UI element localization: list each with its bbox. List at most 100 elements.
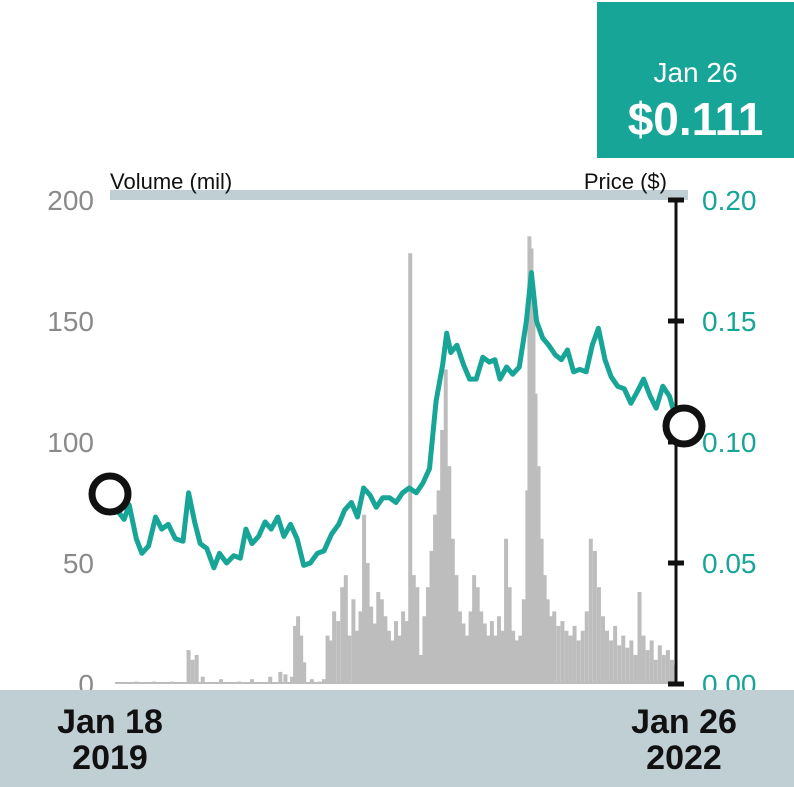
volume-bar	[564, 630, 569, 684]
volume-bar	[633, 654, 638, 684]
end-date-label: Jan 26 2022	[620, 704, 748, 776]
volume-bar	[332, 611, 337, 684]
end-marker	[662, 404, 706, 448]
volume-bar	[580, 630, 585, 684]
volume-bar	[533, 393, 538, 684]
volume-bar	[609, 640, 614, 684]
volume-bar	[479, 611, 484, 684]
volume-bar	[429, 550, 434, 684]
volume-bar	[545, 599, 550, 684]
volume-bar	[661, 654, 666, 684]
volume-bar	[219, 679, 224, 684]
volume-bar	[496, 616, 501, 684]
volume-bar	[383, 616, 388, 684]
volume-bar	[665, 650, 670, 684]
right-tick-labels: 0.200.150.100.050.00	[702, 185, 757, 700]
volume-bar	[290, 676, 295, 684]
volume-bar	[186, 650, 191, 684]
volume-bar	[397, 635, 402, 684]
volume-bar	[486, 635, 491, 684]
price-line	[112, 270, 678, 571]
volume-bar	[482, 623, 487, 684]
volume-bar	[576, 640, 581, 684]
volume-bar	[447, 466, 452, 684]
volume-bar	[621, 635, 626, 684]
volume-bar	[194, 654, 199, 684]
volume-bar	[190, 659, 195, 684]
volume-bar	[657, 645, 662, 684]
volume-bar	[450, 538, 455, 684]
volume-bar	[568, 635, 573, 684]
volume-bar	[572, 625, 577, 684]
volume-bar	[386, 630, 391, 684]
volume-bar	[317, 681, 322, 684]
volume-bar	[343, 575, 348, 684]
volume-bar	[440, 429, 445, 684]
volume-bar	[531, 296, 536, 684]
volume-bar	[347, 635, 352, 684]
left-tick-label: 150	[47, 306, 94, 337]
volume-bar	[605, 630, 610, 684]
volume-bar	[309, 679, 314, 684]
volume-bar	[394, 621, 399, 684]
volume-bar	[617, 645, 622, 684]
volume-bar	[493, 635, 498, 684]
volume-bar	[629, 640, 634, 684]
volume-bar	[362, 514, 367, 684]
volume-bar	[527, 236, 532, 685]
start-marker	[88, 472, 132, 516]
volume-bar	[283, 674, 288, 684]
volume-bar	[200, 676, 205, 684]
volume-bar	[556, 625, 561, 684]
volume-bar	[422, 616, 427, 684]
volume-series	[115, 236, 677, 685]
volume-bar	[152, 681, 157, 684]
volume-bar	[169, 681, 174, 684]
right-tick-label: 0.10	[702, 427, 757, 458]
volume-bar	[418, 654, 423, 684]
volume-bar	[369, 606, 374, 684]
volume-bar	[465, 635, 470, 684]
volume-bar	[376, 592, 381, 684]
volume-bar	[351, 599, 356, 684]
volume-bar	[468, 611, 473, 684]
volume-bar	[613, 625, 618, 684]
volume-bar	[268, 676, 273, 684]
volume-bar	[645, 650, 650, 684]
end-day: Jan 26	[631, 703, 737, 741]
volume-bar	[425, 587, 430, 684]
volume-bar	[411, 575, 416, 684]
volume-bar	[649, 640, 654, 684]
volume-bar	[536, 466, 541, 684]
volume-bar	[529, 248, 534, 684]
volume-bar	[379, 599, 384, 684]
left-tick-label: 50	[63, 548, 94, 579]
latest-price-badge: Jan 26 $0.111	[597, 2, 794, 158]
volume-bar	[321, 679, 326, 684]
volume-bar	[278, 671, 283, 684]
volume-bar	[560, 621, 565, 684]
price-axis-label: Price ($)	[584, 169, 667, 194]
volume-bar	[365, 563, 370, 684]
volume-bar	[641, 635, 646, 684]
volume-bar	[296, 616, 301, 684]
volume-bar	[134, 681, 139, 684]
volume-bar	[525, 490, 530, 684]
right-tick-label: 0.15	[702, 306, 757, 337]
right-tick-label: 0.05	[702, 548, 757, 579]
volume-axis-label: Volume (mil)	[110, 169, 232, 194]
volume-bar	[237, 681, 242, 684]
volume-bar	[588, 538, 593, 684]
volume-bar	[507, 587, 512, 684]
volume-bar	[443, 369, 448, 684]
volume-bar	[336, 621, 341, 684]
volume-bar	[542, 575, 547, 684]
date-range-footer	[0, 690, 794, 787]
volume-bar	[354, 630, 359, 684]
volume-bar	[600, 616, 605, 684]
volume-bar	[518, 635, 523, 684]
badge-price: $0.111	[627, 93, 764, 145]
volume-bar	[390, 640, 395, 684]
